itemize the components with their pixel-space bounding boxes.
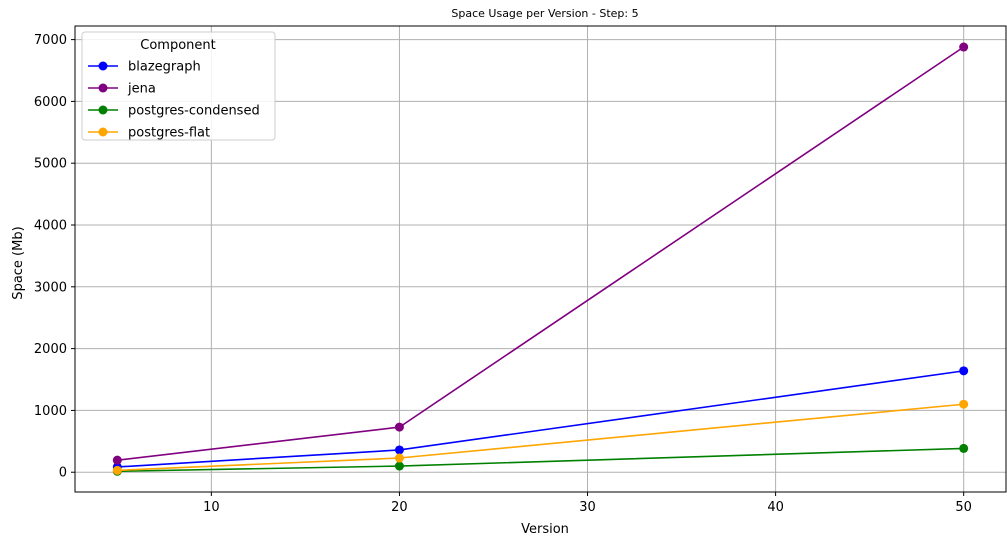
y-tick-label: 1000	[34, 404, 67, 419]
x-tick-label: 50	[955, 500, 972, 515]
x-tick-label: 20	[391, 500, 408, 515]
data-point-postgres-condensed	[959, 443, 969, 453]
x-tick-label: 40	[767, 500, 784, 515]
legend-label-blazegraph: blazegraph	[128, 60, 201, 75]
data-point-jena	[112, 455, 122, 465]
y-tick-label: 3000	[34, 280, 67, 295]
y-tick-label: 7000	[34, 33, 67, 48]
y-tick-label: 4000	[34, 219, 67, 234]
legend-swatch-marker	[98, 61, 108, 71]
y-axis: 0 1000 2000 3000 4000 5000 6000 7000	[34, 33, 75, 481]
legend-swatch-marker	[98, 83, 108, 93]
y-tick-label: 5000	[34, 157, 67, 172]
y-tick-label: 0	[59, 466, 67, 481]
series-layer	[112, 42, 969, 476]
x-tick-label: 30	[579, 500, 596, 515]
legend-swatch-marker	[98, 105, 108, 115]
x-tick-label: 10	[203, 500, 220, 515]
y-axis-label: Space (Mb)	[11, 226, 26, 299]
y-tick-label: 2000	[34, 342, 67, 357]
legend-label-postgres-condensed: postgres-condensed	[128, 104, 260, 119]
data-point-postgres-flat	[112, 465, 122, 475]
legend-swatch-marker	[98, 127, 108, 137]
data-point-postgres-flat	[959, 399, 969, 409]
data-point-jena	[959, 42, 969, 52]
data-point-postgres-condensed	[394, 461, 404, 471]
legend: Component blazegraph jena postgres-condens…	[81, 31, 276, 141]
plot-frame	[74, 25, 1007, 493]
legend-box	[81, 31, 276, 141]
data-point-postgres-flat	[394, 453, 404, 463]
x-axis: 10 20 30 40 50	[203, 492, 972, 515]
chart-title: Space Usage per Version - Step: 5	[451, 7, 638, 20]
series-line-postgres-flat	[117, 403, 964, 472]
data-point-jena	[394, 422, 404, 432]
legend-label-jena: jena	[127, 82, 156, 97]
data-point-blazegraph	[959, 366, 969, 376]
legend-label-postgres-flat: postgres-flat	[128, 126, 210, 141]
y-tick-label: 6000	[34, 95, 67, 110]
legend-entries: blazegraph jena postgres-condensed postgres…	[88, 60, 260, 141]
x-axis-label: Version	[521, 522, 569, 537]
legend-title: Component	[140, 38, 215, 53]
data-point-blazegraph	[394, 445, 404, 455]
